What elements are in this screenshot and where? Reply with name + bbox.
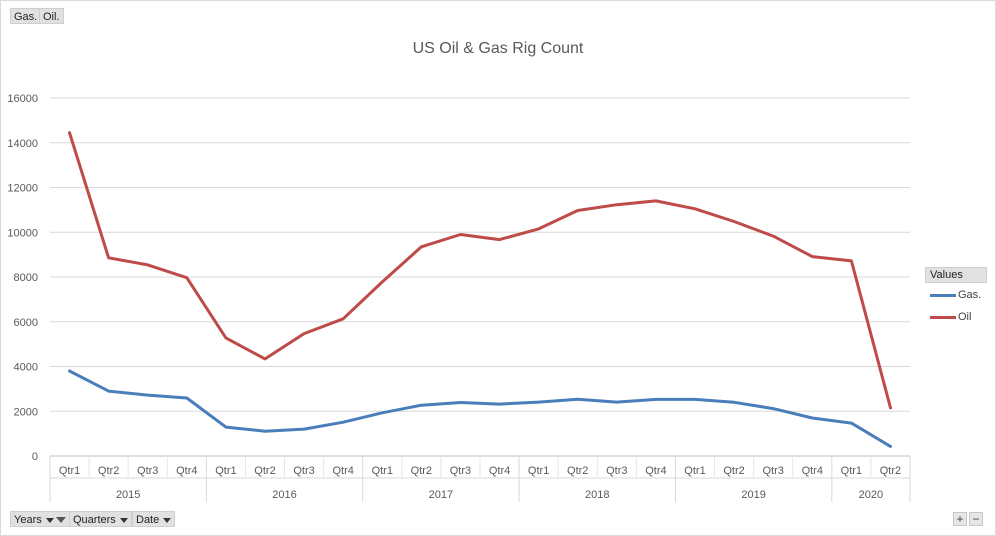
y-tick-label: 0	[32, 451, 38, 463]
legend-title[interactable]: Values	[925, 267, 987, 283]
x-tick-label: Qtr3	[137, 465, 158, 477]
x-tick-label: Qtr3	[450, 465, 471, 477]
axis-button-years-label: Years	[14, 514, 42, 526]
x-group-label: 2017	[429, 489, 453, 501]
x-group-label: 2016	[272, 489, 296, 501]
y-axis: 0 2000 4000 6000 8000 10000 12000 14000 16000	[7, 93, 38, 463]
x-tick-label: Qtr4	[802, 465, 823, 477]
x-tick-label: Qtr4	[645, 465, 666, 477]
axis-button-date-label: Date	[136, 514, 160, 526]
axis-button-quarters[interactable]: Quarters	[69, 511, 132, 527]
expand-button[interactable]: +	[953, 512, 967, 526]
x-tick-label: Qtr1	[372, 465, 393, 477]
x-tick-label: Qtr1	[528, 465, 549, 477]
y-tick-label: 10000	[7, 227, 38, 239]
legend-item-gas: Gas.	[930, 288, 981, 302]
x-group-label: 2015	[116, 489, 140, 501]
x-tick-label: Qtr2	[567, 465, 588, 477]
x-tick-label: Qtr4	[332, 465, 353, 477]
dropdown-arrow-icon	[119, 517, 128, 523]
x-group-label: 2018	[585, 489, 609, 501]
series-line-gas	[68, 369, 892, 448]
y-tick-label: 12000	[7, 183, 38, 195]
x-tick-label: Qtr3	[293, 465, 314, 477]
x-tick-label: Qtr1	[59, 465, 80, 477]
y-tick-label: 6000	[14, 317, 38, 329]
legend-swatch-gas	[930, 293, 956, 297]
x-tick-label: Qtr3	[762, 465, 783, 477]
x-group-label: 2019	[741, 489, 765, 501]
series-line-oil	[68, 131, 892, 410]
x-tick-label: Qtr2	[723, 465, 744, 477]
x-tick-label: Qtr3	[606, 465, 627, 477]
gridlines	[50, 97, 910, 457]
legend-label-gas: Gas.	[958, 289, 982, 301]
legend-swatch-oil	[930, 315, 956, 319]
filter-button-gas[interactable]: Gas.	[10, 8, 42, 24]
y-tick-label: 16000	[7, 93, 38, 105]
legend-item-oil: Oil	[930, 310, 971, 324]
collapse-button[interactable]: −	[969, 512, 983, 526]
axis-button-years[interactable]: Years	[10, 511, 70, 527]
x-tick-label: Qtr2	[411, 465, 432, 477]
x-tick-label: Qtr4	[176, 465, 197, 477]
x-group-label: 2020	[859, 489, 883, 501]
axis-button-date[interactable]: Date	[132, 511, 176, 527]
dropdown-arrow-icon	[163, 517, 172, 523]
dropdown-arrow-icon	[45, 517, 54, 523]
x-tick-label: Qtr2	[254, 465, 275, 477]
filter-funnel-icon	[55, 517, 66, 524]
x-tick-label: Qtr1	[841, 465, 862, 477]
axis-button-quarters-label: Quarters	[73, 514, 116, 526]
legend-label-oil: Oil	[958, 311, 972, 323]
x-tick-label: Qtr1	[215, 465, 236, 477]
y-tick-label: 14000	[7, 138, 38, 150]
x-tick-label: Qtr2	[98, 465, 119, 477]
y-tick-label: 4000	[14, 362, 38, 374]
y-tick-label: 2000	[14, 406, 38, 418]
x-tick-label: Qtr1	[684, 465, 705, 477]
y-tick-label: 8000	[14, 272, 38, 284]
x-tick-label: Qtr2	[880, 465, 901, 477]
filter-button-oil[interactable]: Oil.	[39, 8, 64, 24]
x-axis: Qtr1 Qtr2 Qtr3 Qtr4 2015 Qtr1 Qtr2 Qtr3 Qtr4 2016…	[49, 456, 911, 502]
chart-title: US Oil & Gas Rig Count	[413, 40, 584, 57]
series-lines	[68, 131, 892, 448]
x-tick-label: Qtr4	[489, 465, 510, 477]
